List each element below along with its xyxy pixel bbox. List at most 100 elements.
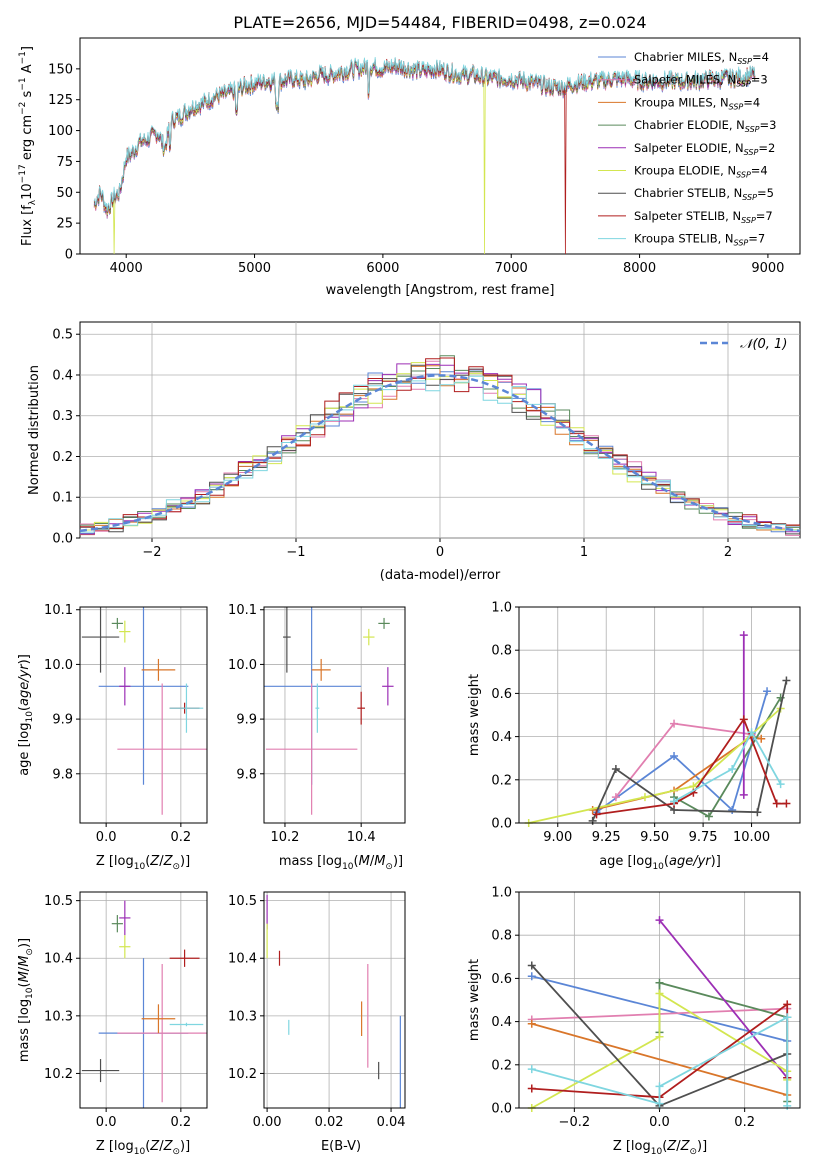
series-marker	[527, 972, 536, 981]
series-marker	[527, 1065, 536, 1074]
legend-label: Kroupa MILES, NSSP=4	[634, 95, 760, 111]
axes-frame	[518, 891, 801, 1109]
y-tick-label: 9.9	[52, 713, 73, 728]
y-tick-label: 9.8	[52, 767, 73, 782]
figure-title: PLATE=2656, MJD=54484, FIBERID=0498, z=0…	[233, 13, 646, 32]
x-tick-label: 0.02	[315, 1115, 344, 1130]
y-tick-label: 25	[56, 217, 73, 232]
x-tick-label: 0.0	[96, 830, 117, 845]
y-tick-label: 10.3	[228, 1009, 257, 1024]
spectrum-line	[93, 58, 756, 255]
y-tick-label: 0.8	[491, 929, 512, 944]
series-marker	[783, 1000, 792, 1009]
massweight-vs-age-xlabel: age [log10(age/yr)]	[599, 854, 721, 872]
massweight-vs-Z-ylabel: mass weight	[467, 959, 482, 1041]
series-line	[658, 919, 788, 1079]
y-tick-label: 10.1	[228, 603, 257, 618]
series-marker	[728, 765, 737, 773]
series-marker	[739, 790, 748, 799]
spectrum-xlabel: wavelength [Angstrom, rest frame]	[326, 283, 555, 298]
mass-vs-EBV-xlabel: E(B-V)	[321, 1139, 361, 1154]
x-tick-label: −1	[286, 545, 305, 560]
series-marker	[704, 812, 713, 821]
series-marker	[739, 631, 748, 640]
residual-histograms	[79, 355, 801, 536]
y-tick-label: 1.0	[491, 886, 512, 901]
x-tick-label: 10.4	[347, 830, 376, 845]
residual-legend: 𝒩(0, 1)	[700, 337, 787, 352]
y-tick-label: 10.3	[44, 1009, 73, 1024]
histogram-step	[80, 364, 800, 535]
x-tick-label: 7000	[495, 261, 528, 276]
y-tick-label: 10.5	[228, 894, 257, 909]
x-tick-label: 0.2	[171, 830, 192, 845]
series-marker	[757, 734, 766, 743]
series-marker	[655, 1082, 664, 1091]
y-tick-label: 0.0	[491, 1102, 512, 1117]
x-tick-label: 8000	[623, 261, 656, 276]
y-tick-label: 0.2	[491, 1058, 512, 1073]
histogram-step	[80, 375, 800, 533]
y-tick-label: 0.4	[491, 1015, 512, 1030]
y-tick-label: 10.0	[228, 658, 257, 673]
x-tick-label: 0.2	[171, 1115, 192, 1130]
age-vs-Z-ylabel: age [log10(age/yr)]	[17, 654, 35, 776]
massweight-vs-age-panel: 9.00 9.25 9.50 9.75 10.00 0.0 0.2 0.4 0.6 0.8 1.0	[491, 601, 801, 845]
y-tick-label: 75	[56, 155, 73, 170]
x-tick-label: 9.50	[640, 830, 669, 845]
age-vs-mass-xlabel: mass [log10(M/M⊙)]	[279, 854, 403, 872]
y-tick-label: 0.5	[52, 328, 73, 343]
series-marker	[592, 810, 601, 819]
error-bars	[81, 900, 207, 1108]
y-tick-label: 0.4	[52, 368, 73, 383]
normal-curve	[79, 374, 801, 533]
series-marker	[782, 799, 791, 808]
series-marker	[728, 806, 737, 815]
y-tick-label: 0.8	[491, 644, 512, 659]
series-marker	[670, 752, 679, 761]
axes-frame	[79, 606, 208, 824]
series-line	[528, 707, 782, 824]
series-marker	[527, 1019, 536, 1028]
x-tick-label: 0.0	[96, 1115, 117, 1130]
series-marker	[739, 715, 748, 724]
spectrum-legend: Chabrier MILES, NSSP=4 Salpeter MILES, NS…	[598, 50, 776, 248]
y-tick-label: 10.0	[44, 658, 73, 673]
series-line	[531, 1022, 788, 1096]
y-tick-label: 0.4	[491, 730, 512, 745]
mass-vs-EBV-panel: 0.00 0.02 0.04 10.2 10.3 10.4 10.5	[228, 891, 406, 1130]
residual-ylabel: Normed distribution	[27, 365, 42, 495]
spectrum-lines	[93, 57, 756, 255]
legend-label: Chabrier STELIB, NSSP=5	[634, 186, 774, 202]
y-tick-label: 10.5	[44, 894, 73, 909]
histogram-step	[80, 357, 800, 531]
series-line	[673, 730, 782, 803]
legend-label: Kroupa ELODIE, NSSP=4	[634, 164, 768, 180]
y-tick-label: 0.2	[491, 773, 512, 788]
series-marker	[776, 780, 785, 789]
series-marker	[527, 961, 536, 970]
series-marker	[655, 916, 664, 925]
axes-frame	[79, 891, 208, 1109]
series-marker	[527, 1084, 536, 1093]
mass-vs-Z-panel: 0.0 0.2 10.2 10.3 10.4 10.5	[44, 891, 208, 1130]
series-marker	[763, 687, 772, 696]
series-marker	[670, 719, 679, 728]
series-marker	[747, 728, 756, 737]
error-bars	[81, 607, 207, 815]
x-tick-label: 0.04	[377, 1115, 406, 1130]
x-tick-label: 0	[436, 545, 444, 560]
x-tick-label: 4000	[110, 261, 143, 276]
spectrum-line	[93, 59, 756, 255]
age-vs-mass-panel: 10.2 10.4 9.8 9.9 10.0 10.1	[228, 603, 406, 845]
y-tick-label: 10.2	[44, 1067, 73, 1082]
x-tick-label: 10.2	[270, 830, 299, 845]
series-line	[591, 680, 788, 822]
x-tick-label: 0.00	[253, 1115, 282, 1130]
x-tick-label: 1	[580, 545, 588, 560]
legend-label: Salpeter MILES, NSSP=3	[634, 73, 768, 89]
series-marker	[640, 793, 649, 802]
error-bars	[266, 894, 401, 1108]
axes-frame	[263, 891, 406, 1109]
